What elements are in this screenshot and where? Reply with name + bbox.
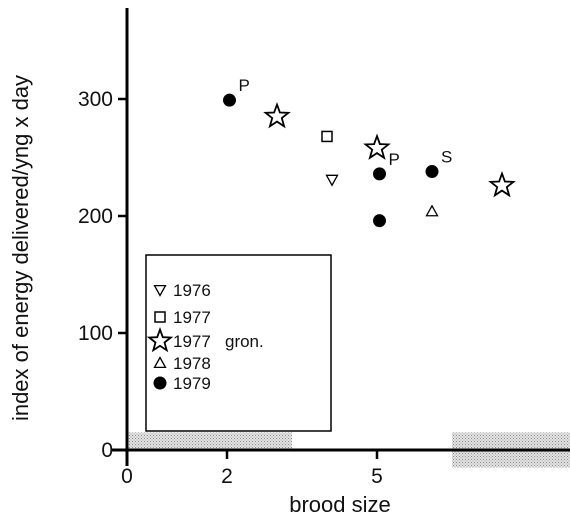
legend-marker-3 <box>146 326 174 353</box>
point-square-1 <box>321 130 333 143</box>
point-label-p: P <box>239 76 250 95</box>
x-tick-label-0: 0 <box>121 465 133 488</box>
y-tick-label-300: 300 <box>78 88 113 111</box>
point-star-3 <box>488 170 516 198</box>
legend-label-1: 1976 <box>173 281 211 300</box>
legend-label-4: 1978 <box>173 354 211 373</box>
ticks: 01002003000259 <box>78 88 383 488</box>
x-tick-label-5: 5 <box>371 465 383 488</box>
point-circle-1 <box>223 93 236 107</box>
legend-label-2: 1977 <box>173 308 211 327</box>
point-circle-2 <box>373 167 386 181</box>
legend-marker-2 <box>154 311 166 323</box>
shaded-range-1 <box>127 432 292 450</box>
point-circle-3 <box>425 165 439 179</box>
point-star-1 <box>263 101 291 129</box>
point-label-p: P <box>389 150 400 169</box>
point-triangle-down-1 <box>325 174 339 187</box>
x-tick-label-2: 2 <box>221 465 233 488</box>
point-triangle-up-1 <box>425 204 439 217</box>
y-axis-title: index of energy delivered/yng x day <box>8 75 33 421</box>
y-tick-label-0: 0 <box>101 439 113 462</box>
data-marks: PPSPS <box>223 76 516 228</box>
legend-label-5: 1979 <box>173 374 211 393</box>
point-star-2 <box>363 133 391 160</box>
legend-box <box>145 254 332 432</box>
legend-marker-1 <box>153 284 167 297</box>
axes <box>111 8 570 466</box>
y-tick-label-100: 100 <box>78 322 113 345</box>
legend-marker-4 <box>153 356 167 369</box>
point-label-s: S <box>441 148 452 167</box>
x-axis-title: brood size <box>289 492 391 517</box>
legend-label-3: 1977 gron. <box>173 332 264 351</box>
point-circle-4 <box>373 214 386 228</box>
legend-marker-5 <box>153 376 167 390</box>
y-tick-label-200: 200 <box>78 205 113 228</box>
